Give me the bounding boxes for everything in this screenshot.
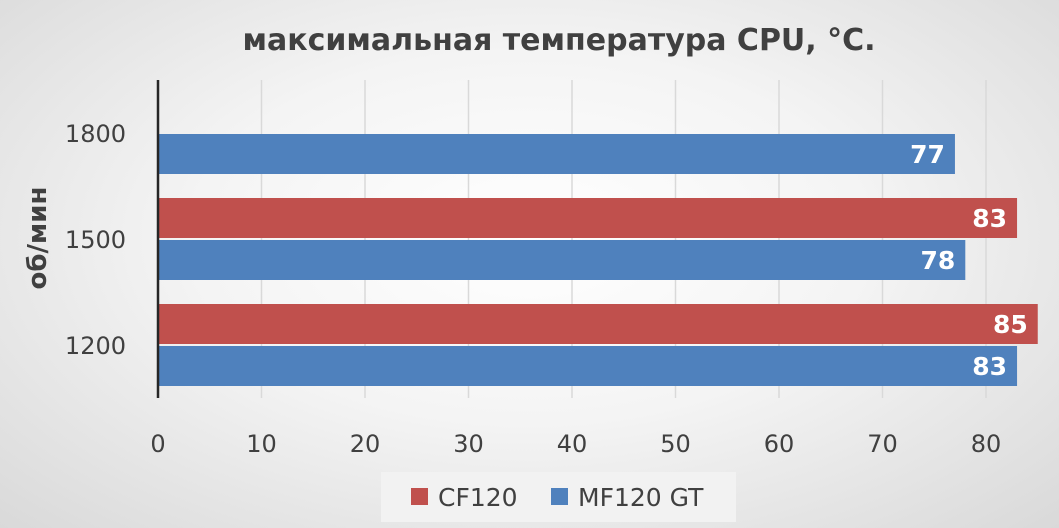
x-tick-label: 40 — [557, 430, 588, 458]
legend-swatch — [551, 488, 568, 505]
data-label: 77 — [910, 140, 945, 169]
x-tick-label: 0 — [150, 430, 165, 458]
y-axis-label: об/мин — [23, 187, 53, 290]
data-label: 83 — [972, 204, 1007, 233]
data-labels: 85 83 83 78 77 — [910, 140, 1028, 381]
gridlines — [260, 80, 987, 398]
bar-cf120 — [159, 304, 1038, 344]
data-label: 78 — [921, 246, 956, 275]
y-tick-label: 1800 — [65, 120, 126, 148]
bar-cf120 — [159, 198, 1018, 238]
legend-swatch — [411, 488, 428, 505]
legend-label: CF120 — [438, 483, 518, 512]
legend: CF120 MF120 GT — [381, 472, 736, 522]
x-tick-label: 10 — [246, 430, 277, 458]
y-tick-label: 1200 — [65, 332, 126, 360]
x-tick-label: 50 — [660, 430, 691, 458]
x-tick-label: 30 — [453, 430, 484, 458]
y-tick-label: 1500 — [65, 226, 126, 254]
bar-mf120-gt — [159, 346, 1018, 386]
bars — [159, 134, 1038, 386]
data-label: 85 — [993, 310, 1028, 339]
chart-title: максимальная температура CPU, °C. — [242, 23, 875, 58]
x-tick-label: 20 — [350, 430, 381, 458]
x-tick-labels: 0 10 20 30 40 50 60 70 80 — [150, 430, 1001, 458]
bar-mf120-gt — [159, 134, 955, 174]
bar-mf120-gt — [159, 240, 966, 280]
y-tick-labels: 1200 1500 1800 — [65, 120, 126, 360]
legend-label: MF120 GT — [578, 483, 704, 512]
x-tick-label: 70 — [867, 430, 898, 458]
x-tick-label: 80 — [971, 430, 1002, 458]
x-tick-label: 60 — [764, 430, 795, 458]
data-label: 83 — [972, 352, 1007, 381]
